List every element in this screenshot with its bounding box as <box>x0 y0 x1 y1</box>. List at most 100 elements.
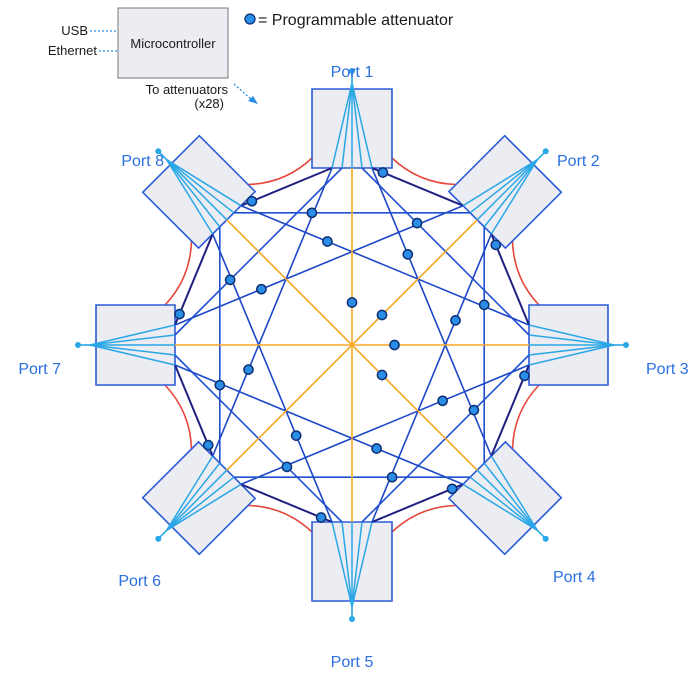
attenuator-dot-18 <box>450 315 461 326</box>
legend-label: = Programmable attenuator <box>258 12 454 29</box>
legend: = Programmable attenuator <box>244 12 454 29</box>
port-terminal-2 <box>542 148 549 155</box>
fan-line <box>341 521 353 608</box>
port-terminal-3 <box>623 342 629 348</box>
attenuator-dot-10 <box>478 299 490 311</box>
fan-line <box>469 159 538 214</box>
microcontroller-block: Microcontroller USB Ethernet To attenuat… <box>48 7 258 111</box>
fan-line <box>166 469 228 531</box>
fan-line <box>462 483 538 531</box>
attenuator-dot-21 <box>290 430 302 441</box>
port-label-2: Port 2 <box>557 153 600 170</box>
usb-label: USB <box>61 23 88 38</box>
fan-line <box>483 159 538 228</box>
attenuators-line2: (x28) <box>194 96 224 111</box>
port-terminal-5 <box>349 616 355 622</box>
fan-line <box>331 521 353 608</box>
coupler-arcs <box>164 157 540 533</box>
attenuator-dot-24 <box>322 236 333 247</box>
attenuator-dot-4 <box>446 483 458 495</box>
port-label-4: Port 4 <box>553 569 596 586</box>
fan-line <box>351 82 363 169</box>
attenuators-connector <box>233 83 253 101</box>
attenuators-line1: To attenuators <box>146 82 229 97</box>
attenuator-dot-28 <box>376 369 388 381</box>
diameter-line <box>226 219 478 471</box>
port-terminals <box>75 68 629 622</box>
port-label-3: Port 3 <box>646 361 689 378</box>
fan-line <box>166 159 221 228</box>
fan-line <box>166 159 235 214</box>
fan-line <box>490 455 538 531</box>
fan-line <box>462 159 538 207</box>
attenuator-dot-13 <box>281 461 293 473</box>
fan-line <box>166 462 221 531</box>
fan-line <box>89 334 176 346</box>
attenuator-dot-22 <box>243 364 254 375</box>
coupler-arc <box>511 241 540 306</box>
port-label-7: Port 7 <box>18 361 61 378</box>
fan-line <box>351 82 373 169</box>
attenuator-dot-6 <box>202 439 214 451</box>
attenuator-legend-icon <box>244 13 256 25</box>
fan-line <box>528 344 615 366</box>
port-terminal-6 <box>155 535 162 542</box>
attenuator-dot-14 <box>214 379 226 391</box>
port-terminal-7 <box>75 342 81 348</box>
coupler-arc <box>164 384 193 449</box>
port-terminal-1 <box>349 68 355 74</box>
fan-line <box>483 462 538 531</box>
port-label-8: Port 8 <box>121 153 164 170</box>
attenuator-dot-5 <box>315 512 327 523</box>
attenuator-dot-16 <box>306 207 318 219</box>
diameter-lines <box>175 168 529 522</box>
attenuator-dot-8 <box>246 195 258 207</box>
fan-line <box>351 521 373 608</box>
attenuator-dot-9 <box>411 217 423 229</box>
attenuator-dot-11 <box>468 404 480 416</box>
attenuator-dot-12 <box>386 471 398 483</box>
attenuator-dot-20 <box>371 443 382 454</box>
fan-line <box>528 324 615 346</box>
microcontroller-label: Microcontroller <box>130 36 216 51</box>
fan-lines <box>89 82 615 608</box>
attenuator-dot-3 <box>519 370 530 382</box>
coupler-arc <box>248 157 313 186</box>
fan-line <box>490 159 538 235</box>
attenuator-dot-2 <box>490 239 502 251</box>
fan-line <box>331 82 353 169</box>
attenuator-dot-1 <box>377 167 389 178</box>
attenuator-dot-7 <box>174 308 185 320</box>
coupler-arc <box>511 384 540 449</box>
attenuator-dots <box>174 167 530 523</box>
attenuator-dot-17 <box>402 249 414 260</box>
attenuator-dot-26 <box>376 309 388 321</box>
microcontroller-box <box>117 7 229 79</box>
port-labels: Port 1 Port 2 Port 3 Port 4 Port 5 Port 6 Port… <box>18 64 688 671</box>
fan-line <box>166 159 242 207</box>
fan-line <box>89 344 176 366</box>
attenuator-dot-27 <box>389 339 400 351</box>
arrow-head-icon <box>248 96 258 104</box>
port-label-5: Port 5 <box>331 654 374 671</box>
coupler-arc <box>248 504 313 533</box>
port-terminal-8 <box>155 148 162 155</box>
fan-line <box>528 334 615 346</box>
fan-line <box>476 469 538 531</box>
fan-line <box>166 159 214 235</box>
fan-line <box>166 476 235 531</box>
coupler-arc <box>391 157 456 186</box>
fan-line <box>469 476 538 531</box>
fan-line <box>166 159 228 221</box>
attenuator-dot-15 <box>224 274 236 286</box>
fan-line <box>166 483 242 531</box>
ethernet-label: Ethernet <box>48 43 98 58</box>
fan-line <box>89 344 176 356</box>
fan-line <box>351 521 363 608</box>
port-label-6: Port 6 <box>118 573 161 590</box>
port-label-1: Port 1 <box>331 64 374 81</box>
attenuator-dot-23 <box>256 283 267 295</box>
fan-line <box>476 159 538 221</box>
port-terminal-4 <box>542 535 549 542</box>
